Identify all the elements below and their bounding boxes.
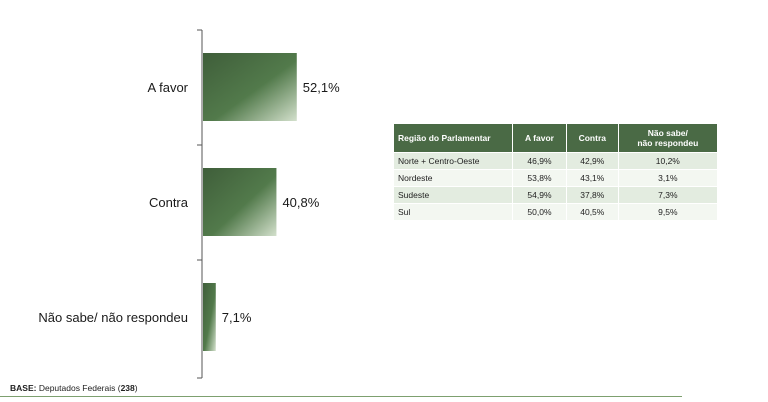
table-row: Sudeste 54,9% 37,8% 7,3% [393,186,719,204]
table-cell: Norte + Centro-Oeste [393,152,513,170]
value-label: 40,8% [282,195,319,210]
bar [203,53,297,121]
chart-labels: A favor 52,1% Contra 40,8% Não sabe/ não res… [38,80,340,325]
col-header-contra: Contra [565,123,619,153]
table-cell: 50,0% [512,203,567,221]
table-cell: 37,8% [565,186,619,204]
chart-axis [197,29,203,379]
col-header-nao-sabe-line2: não respondeu [637,138,699,148]
base-count: 238 [120,383,135,393]
table-cell: Sul [393,203,513,221]
bar [203,283,216,351]
col-header-favor: A favor [512,123,567,153]
table-cell: 7,3% [617,186,719,204]
footer-divider [0,396,682,397]
table-row: Norte + Centro-Oeste 46,9% 42,9% 10,2% [393,152,719,170]
base-note: BASE: Deputados Federais (238) [10,383,138,393]
col-header-nao-sabe-line1: Não sabe/ [647,128,688,138]
table-cell: 42,9% [565,152,619,170]
region-table: Região do Parlamentar A favor Contra Não… [393,123,719,221]
table-cell: 10,2% [617,152,719,170]
col-header-nao-sabe: Não sabe/ não respondeu [617,123,719,153]
col-header-region: Região do Parlamentar [393,123,513,153]
bar [203,168,277,236]
table-cell: 43,1% [565,169,619,187]
table-cell: Sudeste [393,186,513,204]
base-label: BASE: [10,383,37,393]
base-close: ) [134,383,138,393]
table-cell: 3,1% [617,169,719,187]
category-label: A favor [148,80,189,95]
base-text: Deputados Federais ( [38,383,121,393]
category-label: Contra [149,195,189,210]
chart-bars [203,53,297,351]
table-cell: Nordeste [393,169,513,187]
table-cell: 40,5% [565,203,619,221]
table-row: Sul 50,0% 40,5% 9,5% [393,203,719,221]
value-label: 7,1% [222,310,252,325]
category-label: Não sabe/ não respondeu [38,310,188,325]
table-row: Nordeste 53,8% 43,1% 3,1% [393,169,719,187]
table-cell: 54,9% [512,186,567,204]
table-header-row: Região do Parlamentar A favor Contra Não… [393,123,719,153]
value-label: 52,1% [303,80,340,95]
table-cell: 9,5% [617,203,719,221]
table-cell: 53,8% [512,169,567,187]
table-cell: 46,9% [512,152,567,170]
